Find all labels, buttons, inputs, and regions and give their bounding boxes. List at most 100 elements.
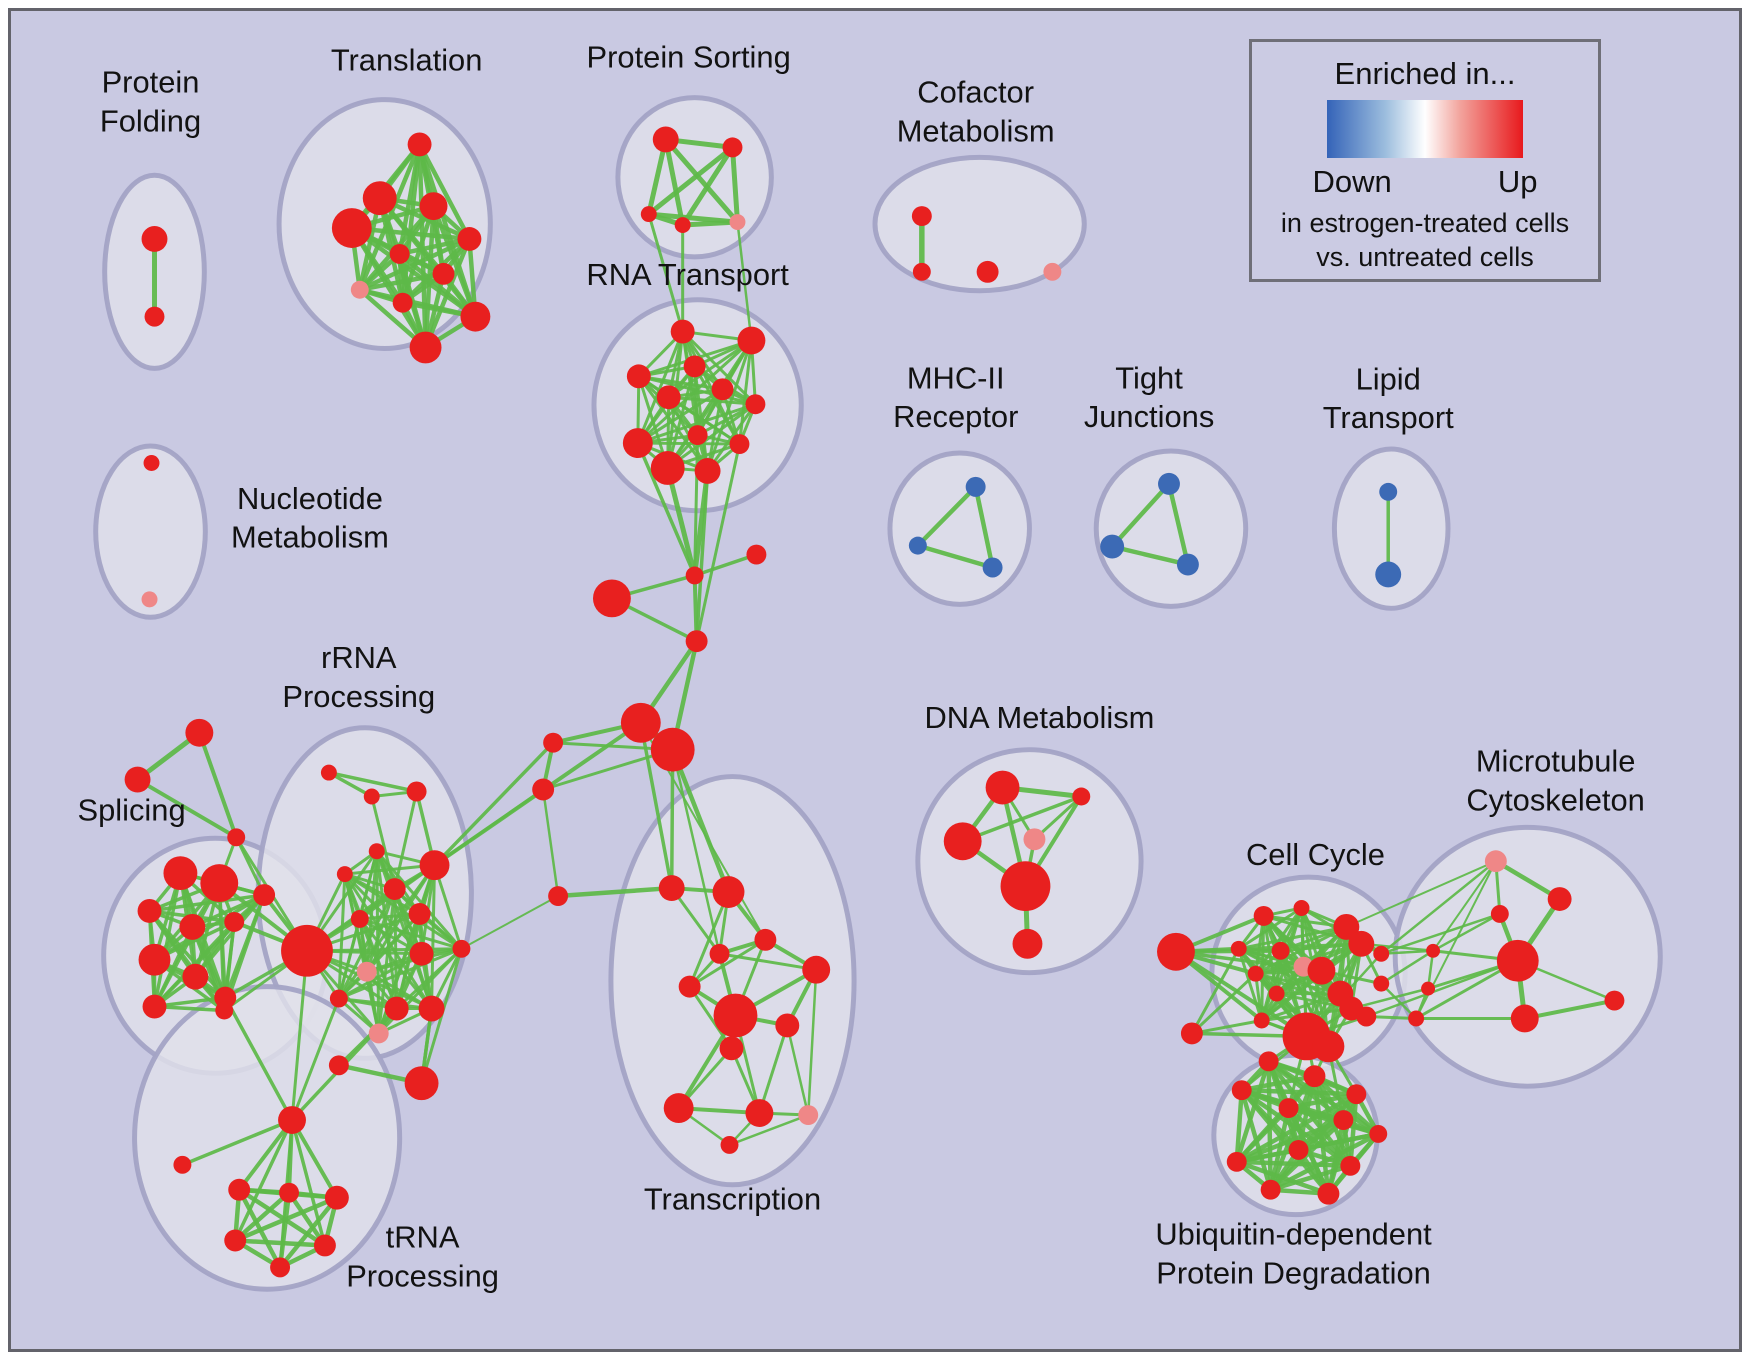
- gene-set-node-chain-6: [543, 732, 564, 753]
- enrichment-edge: [1234, 1117, 1346, 1165]
- gene-set-node-rna_transport-0: [670, 319, 695, 344]
- gene-set-node-cell_cycle-12: [1247, 965, 1264, 982]
- enrichment-edge: [237, 1118, 295, 1192]
- gene-set-node-nucleotide_metabolism-1: [141, 591, 158, 608]
- legend-caption: in estrogen-treated cells vs. untreated …: [1281, 206, 1569, 274]
- enrichment-edge: [232, 1190, 292, 1243]
- gene-set-node-protein_sorting-0: [652, 126, 679, 153]
- gene-set-node-protein_folding-0: [141, 226, 168, 252]
- gene-set-node-cofactor_metabolism-2: [976, 260, 999, 283]
- enrichment-edge: [693, 433, 700, 577]
- enrichment-edge: [223, 995, 294, 1122]
- gene-set-node-rrna_processing-17: [404, 1066, 439, 1101]
- enrichment-edge: [232, 1238, 328, 1248]
- cluster-label-rrna_processing-line2: Processing: [282, 679, 435, 714]
- enrichment-edge: [706, 402, 757, 473]
- enrichment-edge: [1379, 859, 1498, 956]
- gene-set-node-cell_cycle-5: [1271, 941, 1290, 960]
- gene-set-node-transcription-6: [713, 993, 758, 1038]
- gene-set-node-trna_processing-0: [278, 1106, 306, 1134]
- gene-set-node-translation-2: [419, 192, 448, 221]
- enrichment-edge: [432, 740, 555, 867]
- enrichment-edge: [680, 219, 740, 228]
- enrichment-edge: [915, 484, 978, 548]
- enrichment-edge: [757, 1023, 789, 1115]
- gene-set-node-dna_metabolism-1: [1072, 787, 1091, 806]
- cluster-label-lipid_transport-line2: Transport: [1323, 400, 1454, 435]
- gene-set-node-trna_processing-4: [324, 1185, 349, 1210]
- gene-set-node-microtubule_cytoskeleton-2: [1490, 904, 1509, 923]
- enrichment-edge: [375, 849, 463, 951]
- gene-set-node-cell_cycle-0: [1157, 932, 1195, 971]
- enrichment-edge: [1237, 906, 1304, 951]
- enrichment-edge: [232, 1195, 340, 1243]
- gene-set-node-microtubule_cytoskeleton-0: [1484, 850, 1507, 873]
- gene-set-node-translation-7: [350, 280, 369, 299]
- enrichment-edge: [1522, 998, 1617, 1021]
- gene-set-node-transcription-8: [719, 1036, 744, 1061]
- enrichment-edge: [147, 893, 266, 913]
- enrichment-edge: [695, 442, 741, 643]
- gene-set-node-cell_cycle-1: [1180, 1022, 1203, 1045]
- gene-set-node-rrna_processing-6: [419, 850, 450, 881]
- gene-set-node-microtubule_cytoskeleton-8: [1408, 1010, 1425, 1027]
- enrichment-edge: [1237, 947, 1264, 1022]
- enrichment-edge: [786, 1024, 810, 1117]
- gene-set-node-transcription-4: [802, 955, 831, 984]
- gene-set-node-ubiquitin_degradation-6: [1369, 1125, 1388, 1143]
- gene-set-node-ubiquitin_degradation-7: [1226, 1151, 1247, 1172]
- gene-set-node-dna_metabolism-3: [1023, 828, 1046, 851]
- enrichment-edge: [337, 872, 347, 1001]
- gene-set-node-ubiquitin_degradation-5: [1333, 1110, 1354, 1130]
- enrichment-edge: [639, 721, 674, 890]
- enrichment-edge: [646, 144, 735, 217]
- gene-set-node-protein_sorting-2: [640, 206, 657, 223]
- cluster-label-tight_junctions-line2: Junctions: [1084, 399, 1214, 434]
- enrichment-edge: [337, 952, 424, 1001]
- enrichment-edge: [1254, 972, 1342, 996]
- enrichment-edge: [377, 887, 397, 1035]
- gene-set-node-cell_cycle-19: [1356, 1006, 1377, 1027]
- enrichment-edge: [1234, 1087, 1244, 1165]
- gene-set-node-rrna_processing-13: [384, 996, 409, 1021]
- cluster-label-cofactor_metabolism-line2: Metabolism: [897, 113, 1055, 148]
- enrichment-edge: [669, 747, 675, 890]
- gene-set-node-rna_transport-10: [650, 451, 685, 485]
- enrichment-edge: [197, 730, 239, 840]
- cluster-label-transcription-line1: Transcription: [644, 1182, 821, 1217]
- gene-set-node-rrna_processing-2: [406, 781, 427, 802]
- gene-set-node-splicing-3: [163, 856, 198, 891]
- enrichment-edge: [1431, 912, 1502, 953]
- cluster-label-nucleotide_metabolism-line1: Nucleotide: [237, 481, 383, 516]
- gene-set-node-trna_processing-2: [228, 1178, 251, 1201]
- enrichment-edge: [637, 374, 757, 406]
- enrichment-edge: [665, 465, 698, 578]
- enrichment-edge: [327, 770, 419, 794]
- gene-set-node-ubiquitin_degradation-0: [1258, 1051, 1279, 1072]
- gene-set-node-cofactor_metabolism-1: [912, 262, 931, 281]
- gene-set-node-ubiquitin_degradation-4: [1278, 1098, 1299, 1119]
- gene-set-node-lipid_transport-1: [1375, 561, 1402, 588]
- gene-set-node-cell_cycle-4: [1230, 940, 1247, 957]
- gene-set-node-lipid_transport-0: [1379, 482, 1398, 501]
- cluster-label-translation-line1: Translation: [331, 43, 483, 78]
- enrichment-edge: [290, 1118, 339, 1200]
- cluster-label-cell_cycle-line1: Cell Cycle: [1246, 837, 1385, 872]
- gene-set-node-nucleotide_metabolism-0: [143, 455, 160, 471]
- gene-set-node-mhc2_receptor-1: [908, 536, 927, 555]
- gene-set-node-ubiquitin_degradation-1: [1303, 1065, 1326, 1088]
- gene-set-node-transcription-3: [709, 943, 730, 964]
- cluster-label-cofactor_metabolism-line1: Cofactor: [917, 75, 1034, 110]
- gene-set-node-rrna_processing-8: [350, 909, 369, 928]
- gene-set-node-cell_cycle-7: [1333, 913, 1360, 940]
- gene-set-node-rrna_processing-7: [408, 903, 431, 925]
- gene-set-node-translation-0: [407, 132, 432, 157]
- cluster-label-rrna_processing-line1: rRNA: [321, 640, 397, 675]
- enrichment-edge: [1345, 860, 1497, 928]
- gene-set-node-dna_metabolism-0: [985, 770, 1020, 805]
- gene-set-node-microtubule_cytoskeleton-3: [1496, 939, 1539, 982]
- figure-frame: Protein Folding Translation Protein Sorting…: [8, 8, 1742, 1352]
- gene-set-node-translation-6: [432, 262, 455, 285]
- gene-set-node-splicing-1: [124, 766, 151, 793]
- gene-set-node-transcription-12: [720, 1135, 739, 1154]
